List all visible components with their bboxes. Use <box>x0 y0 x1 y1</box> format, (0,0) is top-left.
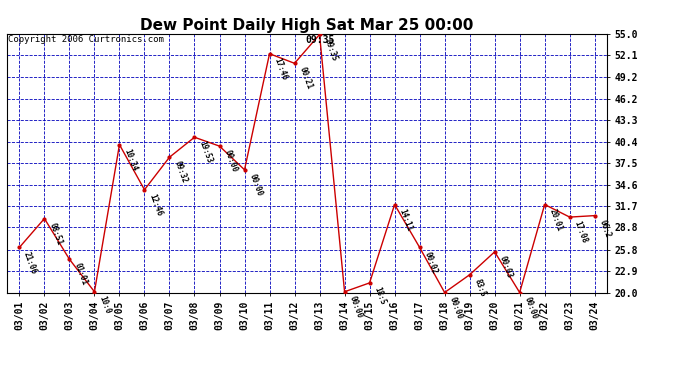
Text: 00:21: 00:21 <box>297 66 314 91</box>
Text: 17:08: 17:08 <box>573 220 589 245</box>
Text: 17:46: 17:46 <box>273 57 288 81</box>
Text: 09:35: 09:35 <box>322 37 339 62</box>
Title: Dew Point Daily High Sat Mar 25 00:00: Dew Point Daily High Sat Mar 25 00:00 <box>140 18 474 33</box>
Text: 01:01: 01:01 <box>72 262 88 287</box>
Text: 10:0: 10:0 <box>97 294 112 315</box>
Text: 21:06: 21:06 <box>22 250 39 275</box>
Text: 08:51: 08:51 <box>47 221 63 246</box>
Text: 00:00: 00:00 <box>247 172 264 197</box>
Text: 00:00: 00:00 <box>447 295 464 320</box>
Text: 19:53: 19:53 <box>197 140 214 165</box>
Text: 06:2: 06:2 <box>598 218 612 239</box>
Text: 00:02: 00:02 <box>422 250 439 275</box>
Text: Copyright 2006 Curtronics.com: Copyright 2006 Curtronics.com <box>8 35 164 44</box>
Text: 00:03: 00:03 <box>497 255 514 279</box>
Text: 09:32: 09:32 <box>172 160 188 185</box>
Text: 00:00: 00:00 <box>222 149 239 174</box>
Text: 00:00: 00:00 <box>347 294 364 320</box>
Text: 00:00: 00:00 <box>522 295 539 320</box>
Text: 12:46: 12:46 <box>147 192 164 217</box>
Text: 20:01: 20:01 <box>547 207 564 232</box>
Text: 10:34: 10:34 <box>122 147 139 172</box>
Text: 14:11: 14:11 <box>397 207 414 232</box>
Text: 83:5: 83:5 <box>473 278 487 298</box>
Text: 18:5: 18:5 <box>373 286 387 306</box>
Text: 09:35: 09:35 <box>306 35 335 45</box>
